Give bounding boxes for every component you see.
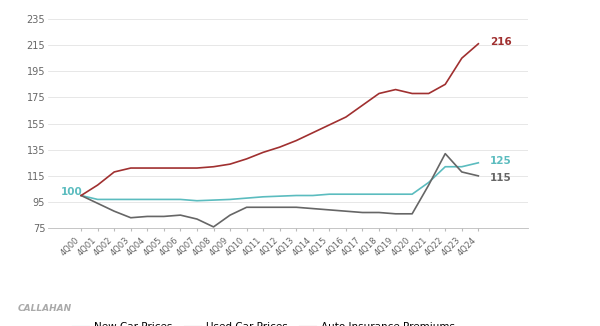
New Car Prices (425, 181, 432, 185)
Auto Insurance Premiums (392, 88, 399, 92)
New Car Prices (160, 198, 167, 201)
New Car Prices (442, 165, 449, 169)
Used Car Prices (110, 209, 118, 213)
New Car Prices (326, 192, 333, 196)
Text: CALLAHAN: CALLAHAN (18, 304, 72, 313)
Used Car Prices (243, 205, 250, 209)
New Car Prices (110, 198, 118, 201)
Used Car Prices (326, 208, 333, 212)
Auto Insurance Premiums (376, 92, 383, 96)
Used Car Prices (475, 174, 482, 178)
Used Car Prices (144, 215, 151, 218)
Auto Insurance Premiums (326, 123, 333, 127)
New Car Prices (293, 194, 300, 198)
Auto Insurance Premiums (226, 162, 233, 166)
Auto Insurance Premiums (359, 103, 366, 107)
New Car Prices (309, 194, 316, 198)
Auto Insurance Premiums (309, 131, 316, 135)
New Car Prices (193, 199, 200, 203)
Line: Auto Insurance Premiums: Auto Insurance Premiums (81, 44, 478, 196)
New Car Prices (343, 192, 350, 196)
Line: Used Car Prices: Used Car Prices (81, 154, 478, 227)
Line: New Car Prices: New Car Prices (81, 163, 478, 201)
Auto Insurance Premiums (442, 82, 449, 86)
New Car Prices (276, 194, 283, 198)
New Car Prices (243, 196, 250, 200)
Auto Insurance Premiums (193, 166, 200, 170)
Auto Insurance Premiums (409, 92, 416, 96)
Used Car Prices (442, 152, 449, 156)
Auto Insurance Premiums (177, 166, 184, 170)
Auto Insurance Premiums (293, 139, 300, 142)
Used Car Prices (260, 205, 267, 209)
Auto Insurance Premiums (343, 115, 350, 119)
Auto Insurance Premiums (110, 170, 118, 174)
Auto Insurance Premiums (425, 92, 432, 96)
New Car Prices (458, 165, 466, 169)
Auto Insurance Premiums (210, 165, 217, 169)
Auto Insurance Premiums (127, 166, 134, 170)
New Car Prices (210, 198, 217, 202)
New Car Prices (177, 198, 184, 201)
Legend: New Car Prices, Used Car Prices, Auto Insurance Premiums: New Car Prices, Used Car Prices, Auto In… (69, 318, 459, 326)
Text: 216: 216 (490, 37, 512, 47)
Text: 115: 115 (490, 173, 512, 183)
Used Car Prices (226, 213, 233, 217)
Auto Insurance Premiums (160, 166, 167, 170)
Used Car Prices (458, 170, 466, 174)
Used Car Prices (77, 194, 85, 198)
New Car Prices (359, 192, 366, 196)
Auto Insurance Premiums (475, 42, 482, 46)
New Car Prices (77, 194, 85, 198)
New Car Prices (409, 192, 416, 196)
New Car Prices (376, 192, 383, 196)
New Car Prices (392, 192, 399, 196)
Auto Insurance Premiums (458, 56, 466, 60)
Auto Insurance Premiums (243, 157, 250, 161)
New Car Prices (144, 198, 151, 201)
Used Car Prices (343, 209, 350, 213)
Auto Insurance Premiums (77, 194, 85, 198)
Used Car Prices (425, 183, 432, 187)
Auto Insurance Premiums (260, 150, 267, 154)
Used Car Prices (193, 217, 200, 221)
Used Car Prices (160, 215, 167, 218)
Used Car Prices (276, 205, 283, 209)
Auto Insurance Premiums (276, 145, 283, 149)
Used Car Prices (293, 205, 300, 209)
Used Car Prices (359, 211, 366, 215)
Used Car Prices (392, 212, 399, 216)
Used Car Prices (127, 216, 134, 220)
Used Car Prices (376, 211, 383, 215)
Auto Insurance Premiums (94, 183, 101, 187)
Auto Insurance Premiums (144, 166, 151, 170)
Text: 100: 100 (61, 186, 83, 197)
New Car Prices (94, 198, 101, 201)
Used Car Prices (210, 225, 217, 229)
Used Car Prices (309, 207, 316, 211)
Used Car Prices (94, 201, 101, 205)
Used Car Prices (409, 212, 416, 216)
New Car Prices (226, 198, 233, 201)
New Car Prices (475, 161, 482, 165)
Text: 125: 125 (490, 156, 512, 166)
Used Car Prices (177, 213, 184, 217)
New Car Prices (127, 198, 134, 201)
New Car Prices (260, 195, 267, 199)
